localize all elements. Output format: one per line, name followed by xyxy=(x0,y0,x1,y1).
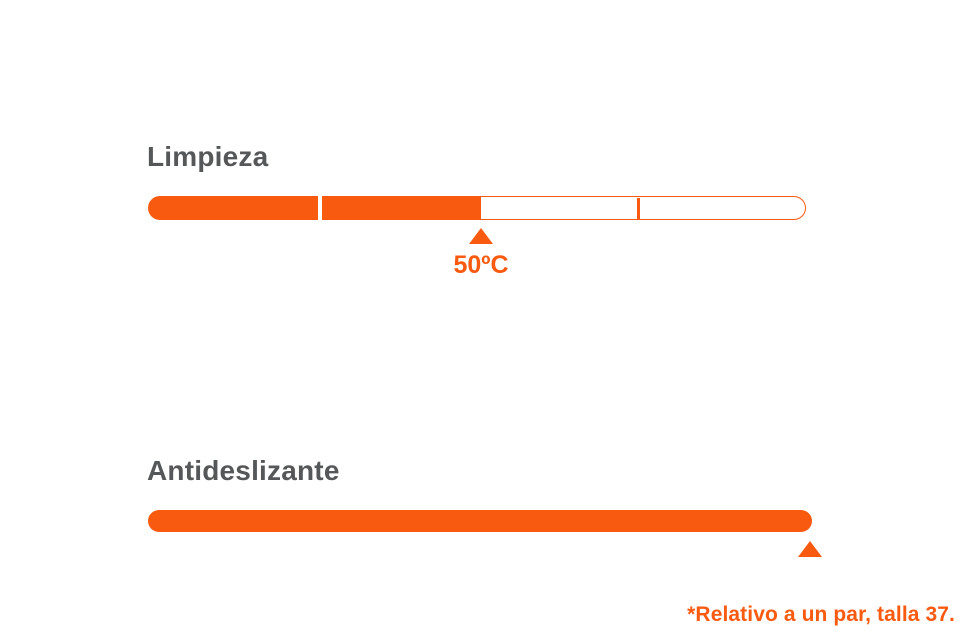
limpieza-marker-label: 50ºC xyxy=(453,251,509,279)
antideslizante-triangle-marker-icon xyxy=(798,541,822,557)
antideslizante-rating-bar xyxy=(148,510,812,532)
limpieza-bar-segment-divider xyxy=(637,197,640,219)
limpieza-bar-empty-track xyxy=(481,196,806,220)
limpieza-rating-bar xyxy=(148,196,806,220)
section-title-limpieza: Limpieza xyxy=(147,141,269,172)
limpieza-triangle-marker-icon xyxy=(469,228,493,244)
footnote: *Relativo a un par, talla 37. xyxy=(687,603,955,626)
limpieza-bar-filled-segment-2 xyxy=(322,196,481,220)
section-title-antideslizante: Antideslizante xyxy=(147,455,340,486)
limpieza-bar-filled-segment-1 xyxy=(148,196,318,220)
